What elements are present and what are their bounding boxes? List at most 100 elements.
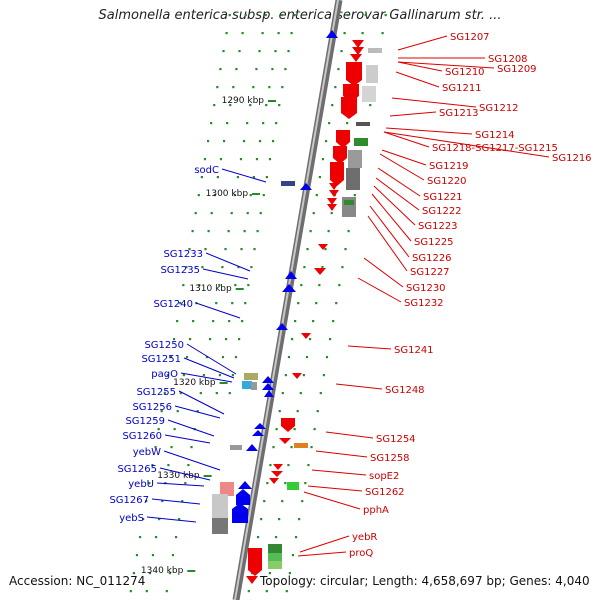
guide-dot bbox=[250, 266, 253, 269]
guide-dot bbox=[205, 356, 209, 359]
guide-dot bbox=[145, 590, 148, 593]
leader-line bbox=[205, 252, 251, 272]
guide-dot bbox=[239, 158, 243, 161]
gene-label-right: SG1213 bbox=[439, 108, 479, 119]
gene-label-right: SG1220 bbox=[427, 176, 467, 187]
guide-dot bbox=[151, 464, 154, 467]
gene-arrow-reverse bbox=[254, 423, 266, 429]
gene-arrow-forward bbox=[246, 576, 258, 584]
gene-label-right: SG1248 bbox=[385, 385, 425, 396]
guide-dot bbox=[167, 464, 170, 467]
leader-line bbox=[299, 535, 350, 553]
guide-dot bbox=[249, 104, 252, 107]
guide-dot bbox=[160, 410, 163, 413]
guide-dot bbox=[188, 338, 192, 341]
gene-label-right: SG1222 bbox=[422, 206, 462, 217]
guide-dot bbox=[331, 104, 334, 107]
guide-dot bbox=[344, 248, 347, 251]
guide-dot bbox=[204, 248, 207, 251]
guide-dot bbox=[203, 158, 207, 161]
gene-label-left: SG1251 bbox=[141, 354, 181, 365]
gene-label-right: SG1226 bbox=[412, 253, 452, 264]
guide-dot bbox=[230, 212, 233, 215]
guide-dot bbox=[184, 482, 187, 485]
guide-dot bbox=[224, 248, 227, 251]
guide-dot bbox=[284, 482, 287, 485]
guide-dot bbox=[312, 212, 315, 215]
guide-dot bbox=[215, 392, 218, 395]
gene-arrow-reverse bbox=[282, 284, 296, 292]
guide-dot bbox=[252, 86, 255, 89]
guide-dot bbox=[176, 410, 179, 413]
gene-block-forward bbox=[330, 162, 344, 186]
guide-dot bbox=[221, 266, 224, 269]
scale-ticks: 1290 kbp 1300 kbp 1310 kbp 1320 kbp 1330 kbp… bbox=[141, 96, 277, 576]
guide-dot bbox=[191, 230, 194, 233]
guide-dot bbox=[294, 320, 297, 323]
guide-dot bbox=[308, 338, 312, 341]
gene-label-right: SG1230 bbox=[406, 283, 446, 294]
guide-dot bbox=[207, 230, 210, 233]
guide-dot bbox=[265, 104, 268, 107]
scale-label: 1310 kbp bbox=[189, 284, 232, 294]
guide-dot bbox=[196, 410, 199, 413]
guide-dot bbox=[231, 302, 234, 305]
gene-label-right: yebR bbox=[352, 532, 377, 543]
guide-dot bbox=[263, 500, 266, 503]
gene-arrow-reverse bbox=[252, 430, 264, 436]
gene-label-right: proQ bbox=[349, 548, 373, 559]
gene-label-right: pphA bbox=[363, 505, 389, 516]
leader-line bbox=[397, 61, 443, 72]
guide-dot bbox=[306, 248, 309, 251]
guide-dot bbox=[343, 32, 346, 35]
guide-dot bbox=[241, 32, 244, 35]
guide-dot bbox=[256, 536, 260, 539]
gene-label-right: SG1225 bbox=[414, 237, 454, 248]
guide-dot bbox=[173, 428, 176, 431]
guide-dot bbox=[291, 554, 295, 557]
guide-dot bbox=[303, 266, 306, 269]
gene-block-forward bbox=[341, 97, 357, 119]
guide-dot bbox=[328, 338, 332, 341]
gene-label-left: yebW bbox=[133, 447, 161, 458]
guide-dot bbox=[246, 212, 249, 215]
guide-dot bbox=[182, 284, 185, 287]
guide-dot bbox=[169, 356, 173, 359]
gene-block bbox=[268, 561, 282, 569]
guide-dot bbox=[296, 410, 299, 413]
gene-block bbox=[348, 150, 362, 168]
leader-line bbox=[391, 97, 477, 108]
leader-line bbox=[180, 372, 233, 383]
guide-dot bbox=[361, 32, 364, 35]
guide-dot bbox=[190, 446, 193, 449]
guide-dot bbox=[269, 464, 272, 467]
guide-dot bbox=[293, 14, 296, 17]
gene-label-right: SG1254 bbox=[376, 434, 416, 445]
gene-label-left: SG1240 bbox=[153, 299, 193, 310]
guide-dot bbox=[157, 428, 160, 431]
guide-dot bbox=[299, 392, 302, 395]
leader-line bbox=[167, 419, 215, 437]
guide-dot bbox=[232, 86, 235, 89]
guide-dot bbox=[310, 446, 313, 449]
leader-line bbox=[377, 167, 421, 197]
scale-label: 1290 kbp bbox=[222, 96, 265, 106]
leader-line bbox=[347, 345, 392, 350]
guide-dot bbox=[353, 194, 356, 197]
guide-dot bbox=[253, 248, 256, 251]
gene-arrow-reverse bbox=[264, 390, 274, 397]
guide-dot bbox=[262, 194, 265, 197]
guide-dot bbox=[287, 464, 290, 467]
leader-line bbox=[375, 177, 420, 211]
guide-dot bbox=[338, 284, 341, 287]
left-labels: sodC SG1233 SG1235 SG1240 SG1250 SG1251 pagO SG… bbox=[109, 165, 219, 524]
guide-dot bbox=[312, 320, 315, 323]
guide-dot bbox=[381, 32, 384, 35]
leader-line bbox=[367, 215, 408, 272]
guide-dot bbox=[233, 194, 236, 197]
gene-block-reverse bbox=[232, 503, 248, 523]
guide-dot bbox=[264, 14, 267, 17]
gene-block bbox=[354, 138, 368, 146]
guide-dot bbox=[219, 158, 223, 161]
gene-label-right: SG1212 bbox=[479, 103, 519, 114]
